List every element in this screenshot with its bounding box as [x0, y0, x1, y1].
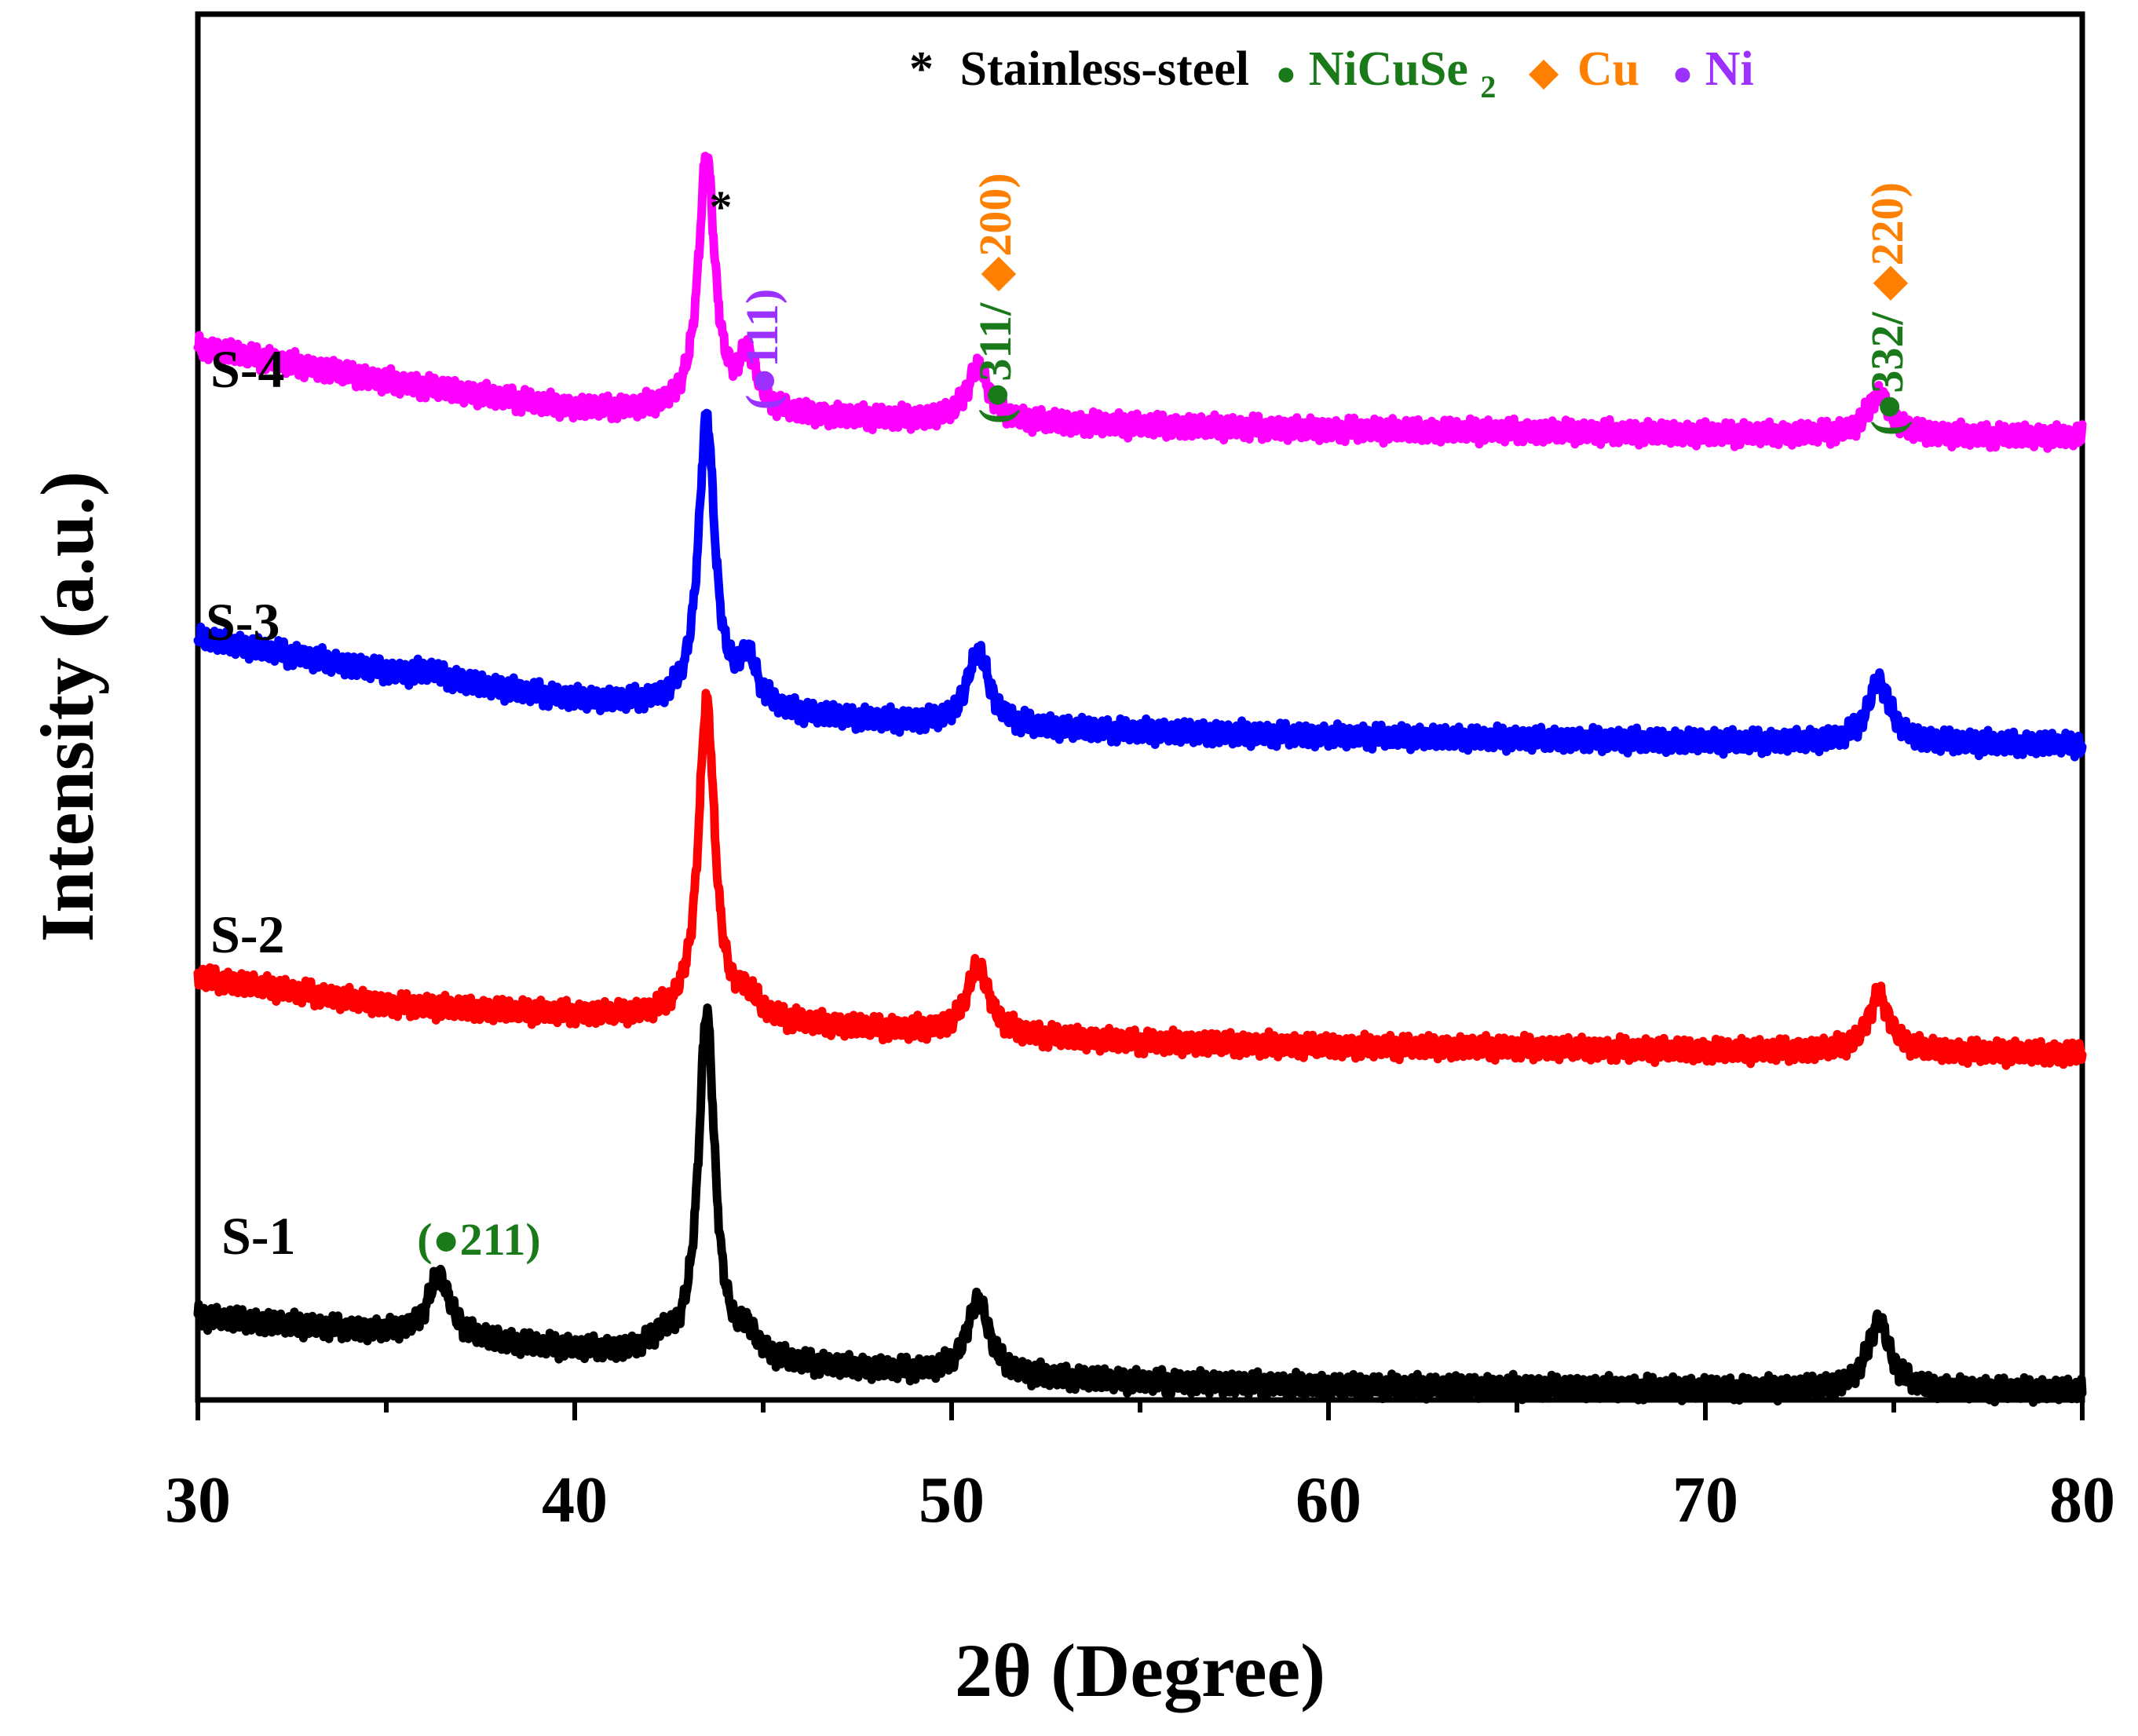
y-axis-title: Intensity (a.u.) [25, 471, 109, 942]
legend-nicuse2-subscript: 2 [1480, 69, 1496, 104]
legend-ni-label: Ni [1705, 42, 1754, 96]
series-line-s-1 [193, 1003, 2087, 1407]
x-tick-label: 70 [1672, 1464, 1738, 1537]
x-tick-label: 30 [165, 1464, 231, 1537]
annotation-211: (●211) [417, 1214, 540, 1265]
series-label-s4: S-4 [210, 339, 284, 399]
series-label-s3: S-3 [206, 592, 280, 652]
x-tick-label: 50 [919, 1464, 985, 1537]
series-s-1 [193, 1003, 2087, 1407]
series-label-s1: S-1 [221, 1206, 295, 1266]
annotation-311: (●311/ [970, 302, 1021, 424]
x-tick-label: 60 [1296, 1464, 1361, 1537]
legend: * Stainless-steel ● NiCuSe 2 ◆ Cu ● Ni [909, 42, 1754, 108]
legend-ni-marker: ● [1672, 54, 1694, 93]
annotation-311-200: (●311/ ◆200) [970, 173, 1021, 424]
series-s-2 [193, 689, 2087, 1070]
legend-nicuse2-marker: ● [1276, 54, 1297, 93]
x-tick-label: 80 [2049, 1464, 2115, 1537]
annotation-332-220: (●332/ ◆220) [1862, 182, 1913, 436]
series-layer [193, 152, 2087, 1407]
x-tick-label: 40 [542, 1464, 608, 1537]
legend-nicuse2-label: NiCuSe [1309, 42, 1468, 96]
annotation-200: ◆200) [970, 173, 1021, 291]
series-label-s2: S-2 [210, 905, 284, 964]
legend-stainless-label: Stainless-steel [960, 42, 1250, 96]
series-line-s-4 [193, 152, 2087, 453]
series-line-s-2 [193, 689, 2087, 1070]
plot-frame [195, 11, 2085, 1403]
legend-stainless-marker: * [909, 42, 934, 96]
annotation-ni-111: (●111) [736, 289, 788, 410]
annotation-332: (●332/ [1862, 312, 1913, 436]
series-s-3 [193, 408, 2087, 762]
legend-cu-label: Cu [1577, 42, 1639, 96]
x-axis-ticks: 30 40 50 60 70 80 [165, 1400, 2115, 1537]
annotation-stainless-star: * [710, 181, 733, 232]
series-s-4 [193, 152, 2087, 453]
svg-text:* Stainless-steel: * Stainless-steel ● NiCuSe 2 ◆ Cu ● Ni [909, 42, 1754, 108]
legend-cu-marker: ◆ [1529, 49, 1559, 93]
annotation-220: ◆220) [1862, 182, 1913, 301]
x-axis-title: 2θ (Degree) [955, 1628, 1325, 1712]
series-line-s-3 [193, 408, 2087, 762]
